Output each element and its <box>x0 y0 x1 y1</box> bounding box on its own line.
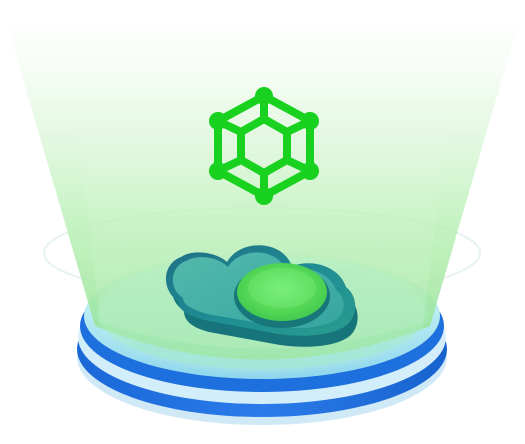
cloud-icon <box>165 245 358 347</box>
network-node-cluster <box>209 87 319 205</box>
